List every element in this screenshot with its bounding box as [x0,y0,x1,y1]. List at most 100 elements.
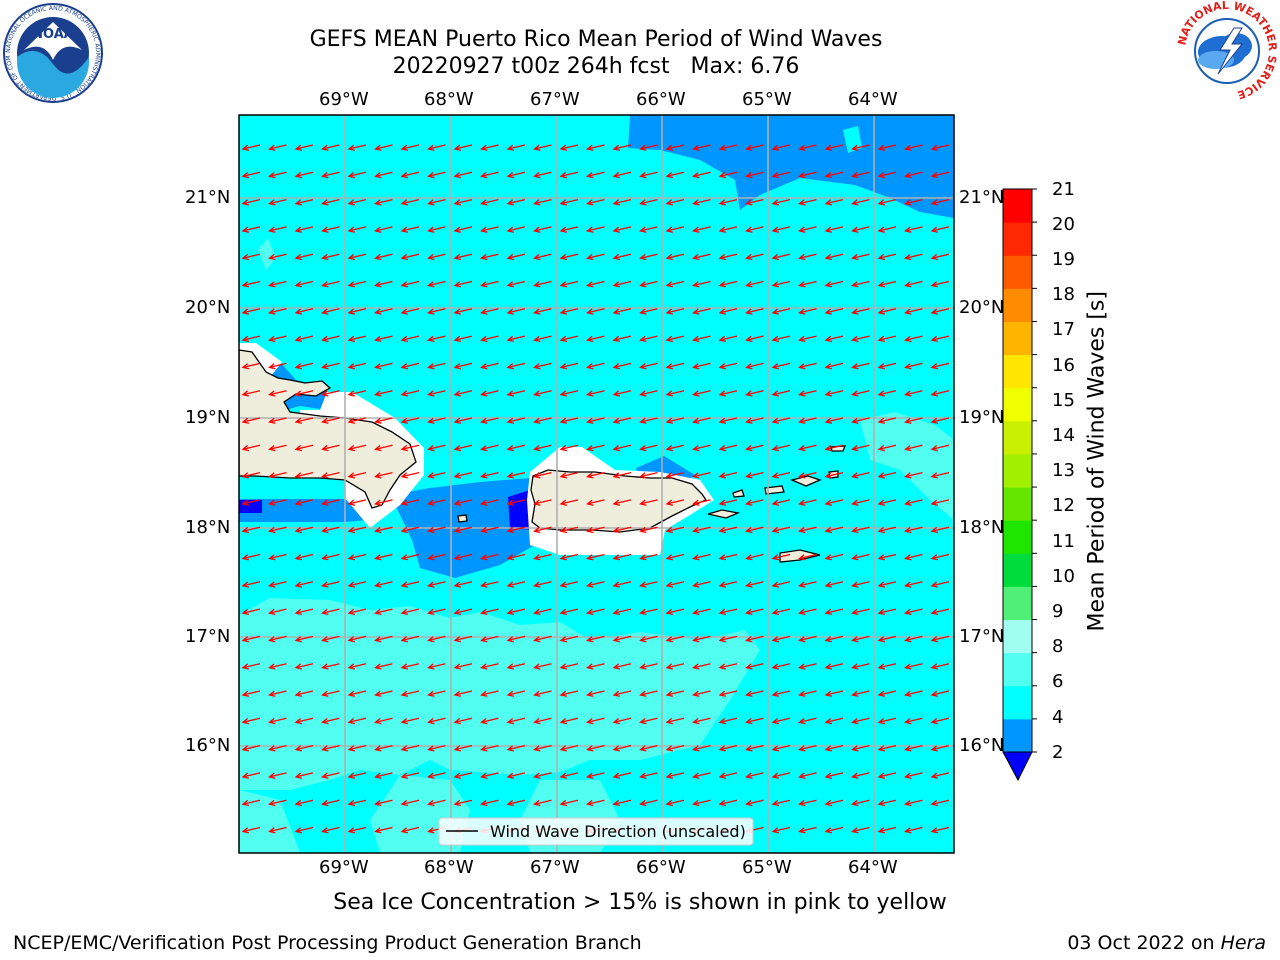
wave-vector-arrow [771,799,791,807]
wave-vector-arrow [824,144,844,151]
wave-vector-arrow [374,717,393,725]
wave-vector-arrow [904,390,923,397]
wave-vector-arrow [639,308,658,315]
wave-vector-arrow [718,526,738,534]
wave-vector-arrow [453,362,473,370]
wave-vector-arrow [506,335,526,343]
lon-label-top: 68°W [424,89,474,110]
wave-vector-arrow [241,362,261,370]
wave-vector-arrow [533,417,552,424]
wave-vector-arrow [904,799,923,807]
wave-vector-arrow [294,663,314,670]
wave-vector-arrow [533,253,552,261]
wave-vector-arrow [506,362,526,370]
wave-vector-arrow [268,444,287,452]
wave-vector-arrow [586,335,605,343]
wave-vector-arrow [930,253,950,261]
wave-vector-arrow [798,635,817,643]
wave-vector-arrow [851,226,870,233]
wave-vector-arrow [321,144,340,151]
wave-vector-arrow [639,717,658,725]
wave-vector-arrow [745,253,764,261]
wave-vector-arrow [427,362,446,370]
wave-vector-arrow [930,581,950,588]
wave-vector-arrow [506,663,526,670]
wave-vector-arrow [612,417,632,424]
wave-vector-arrow [321,635,340,643]
wave-vector-arrow [798,553,817,561]
wave-vector-arrow [639,198,658,206]
wave-vector-arrow [506,608,526,616]
wave-vector-arrow [586,280,605,288]
wave-vector-arrow [851,581,870,588]
wave-vector-arrow [612,253,632,261]
wave-vector-arrow [559,198,579,206]
wave-vector-arrow [665,799,685,807]
wave-vector-arrow [771,198,791,206]
wave-vector-arrow [930,690,950,697]
wave-vector-arrow [506,690,526,697]
wave-vector-arrow [639,663,658,670]
wave-vector-arrow [718,253,738,261]
wave-vector-arrow [692,253,711,261]
wave-vector-arrow [480,608,499,616]
wave-vector-arrow [241,772,261,779]
wave-vector-arrow [771,690,791,697]
wave-vector-arrow [904,772,923,779]
wave-vector-arrow [798,608,817,616]
wave-vector-arrow [718,553,738,561]
wave-vector-arrow [533,526,552,534]
wave-vector-arrow [241,253,261,261]
wave-vector-arrow [347,635,367,643]
wave-vector-arrow [347,171,367,179]
wave-vector-arrow [374,335,393,343]
wave-vector-arrow [427,308,446,315]
wave-vector-arrow [586,608,605,616]
wave-vector-arrow [904,308,923,315]
colorbar-tick-label: 13 [1052,460,1075,481]
wave-vector-arrow [718,335,738,343]
wave-vector-arrow [268,499,287,506]
wave-vector-arrow [241,581,261,588]
wave-vector-arrow [453,280,473,288]
wave-vector-arrow [877,635,897,643]
hispaniola [239,349,417,509]
wave-vector-arrow [851,553,870,561]
wave-vector-arrow [665,144,685,151]
wave-vector-arrow [665,772,685,779]
wave-vector-arrow [612,581,632,588]
wave-vector-arrow [453,335,473,343]
wave-vector-arrow [506,799,526,807]
wave-vector-arrow [427,444,446,452]
wave-vector-arrow [904,362,923,370]
wave-vector-arrow [480,308,499,315]
wave-vector-arrow [639,171,658,179]
colorbar-segment [1003,189,1032,223]
wave-vector-arrow [321,390,340,397]
wave-vector-arrow [321,471,340,479]
wave-vector-arrow [506,581,526,588]
wave-vector-arrow [453,690,473,697]
wave-vector-arrow [798,144,817,151]
wave-vector-arrow [771,417,791,424]
wave-vector-arrow [851,444,870,452]
wave-vector-arrow [347,826,367,834]
wave-vector-arrow [771,526,791,534]
wave-vector-arrow [268,608,287,616]
wave-vector-arrow [824,471,844,479]
wave-vector-arrow [453,253,473,261]
wave-vector-arrow [824,171,844,179]
wave-vector-arrow [639,280,658,288]
wave-vector-arrow [930,526,950,534]
wave-vector-arrow [480,144,499,151]
wave-vector-arrow [480,390,499,397]
wave-vector-arrow [612,799,632,807]
wave-vector-arrow [586,744,605,752]
wave-vector-arrow [692,280,711,288]
wave-vector-arrow [268,226,287,233]
wave-vector-arrow [824,198,844,206]
wave-vector-arrow [586,171,605,179]
wave-vector-arrow [506,717,526,725]
wave-vector-arrow [771,444,791,452]
wave-vector-arrow [665,417,685,424]
